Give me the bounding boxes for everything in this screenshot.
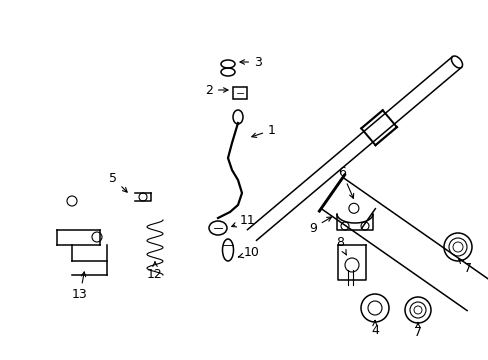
Text: 1: 1 <box>251 123 275 138</box>
Bar <box>232 87 246 99</box>
Text: 6: 6 <box>337 166 353 198</box>
Text: 8: 8 <box>335 237 346 255</box>
Text: 13: 13 <box>72 272 88 302</box>
Text: 12: 12 <box>147 262 163 282</box>
Text: 4: 4 <box>370 321 378 337</box>
Text: 7: 7 <box>413 323 421 338</box>
Text: 2: 2 <box>204 84 227 96</box>
Text: 3: 3 <box>240 55 262 68</box>
Text: 7: 7 <box>458 259 471 274</box>
Text: 5: 5 <box>109 171 127 192</box>
Text: 9: 9 <box>308 217 331 234</box>
Text: 10: 10 <box>238 247 260 260</box>
Text: 11: 11 <box>231 213 255 227</box>
